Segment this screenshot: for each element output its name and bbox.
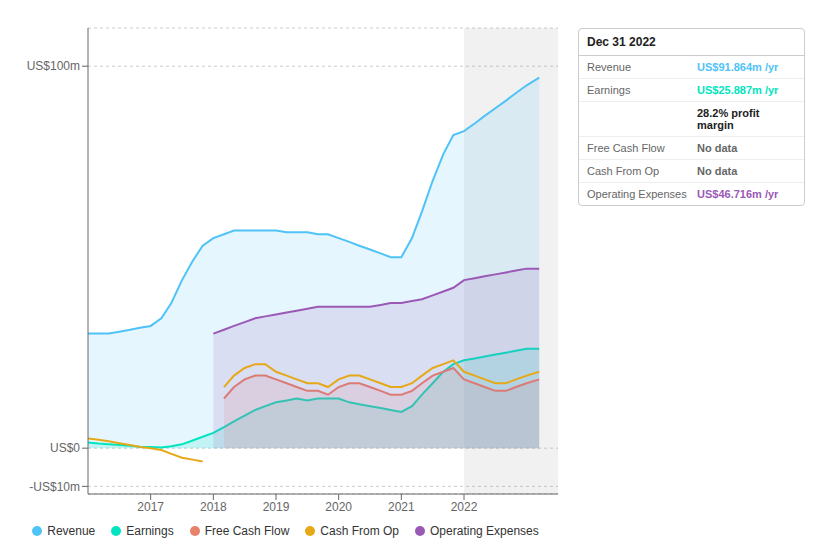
- svg-text:2018: 2018: [200, 500, 227, 514]
- html-text:Earnings: Earnings: [126, 524, 174, 538]
- html-text:28.2% profit margin: 28.2% profit margin: [697, 107, 760, 131]
- html-text:Free Cash Flow: Free Cash Flow: [204, 524, 290, 538]
- html-text:Operating Expenses: Operating Expenses: [430, 524, 539, 538]
- svg-text:2017: 2017: [137, 500, 164, 514]
- svg-text:2019: 2019: [263, 500, 290, 514]
- html-text:Cash From Op: Cash From Op: [587, 165, 660, 177]
- svg-text:-US$10m: -US$10m: [29, 480, 80, 494]
- html-text:US$25.887m /yr: US$25.887m /yr: [697, 84, 779, 96]
- svg-text:US$100m: US$100m: [27, 59, 80, 73]
- html-text:Cash From Op: Cash From Op: [320, 524, 399, 538]
- html-text:Free Cash Flow: Free Cash Flow: [587, 142, 665, 154]
- html-text:Revenue: Revenue: [47, 524, 96, 538]
- svg-text:US$0: US$0: [50, 441, 80, 455]
- html-text:US$91.864m /yr: US$91.864m /yr: [697, 61, 779, 73]
- html-text:No data: No data: [697, 142, 738, 154]
- svg-text:2020: 2020: [325, 500, 352, 514]
- svg-text:2022: 2022: [451, 500, 478, 514]
- html-text:Operating Expenses: Operating Expenses: [587, 188, 687, 200]
- html-text:US$46.716m /yr: US$46.716m /yr: [697, 188, 779, 200]
- svg-text:2021: 2021: [388, 500, 415, 514]
- html-text:Dec 31 2022: Dec 31 2022: [587, 35, 656, 49]
- html-text:Earnings: Earnings: [587, 84, 631, 96]
- html-text:No data: No data: [697, 165, 738, 177]
- html-text:Revenue: Revenue: [587, 61, 631, 73]
